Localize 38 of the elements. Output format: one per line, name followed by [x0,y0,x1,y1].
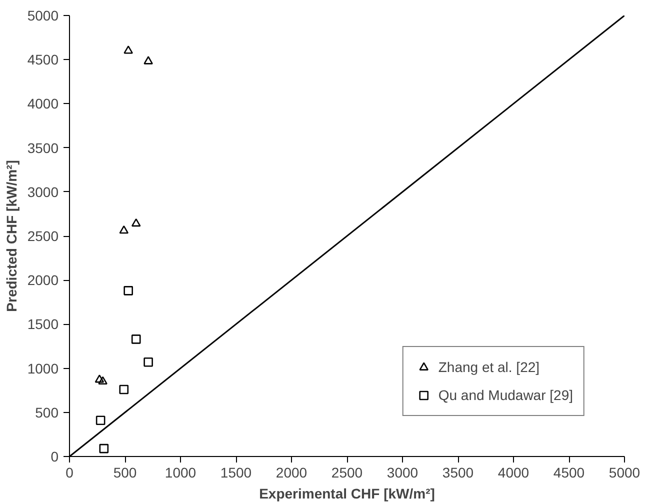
x-tick-label: 4000 [498,464,530,480]
x-tick-label: 0 [66,464,74,480]
y-tick-label: 2000 [27,272,59,288]
point [124,286,133,296]
x-tick-label: 5000 [608,464,640,480]
y-tick-label: 3500 [27,140,59,156]
point [144,56,153,64]
x-tick-label: 3500 [442,464,474,480]
y-tick-label: 4500 [27,52,59,68]
x-tick-label: 1500 [220,464,252,480]
y-tick-label: 1000 [27,360,59,376]
point [96,416,106,425]
x-tick-label: 2500 [331,464,363,480]
point [119,225,129,234]
x-tick-label: 4500 [553,464,585,480]
x-tick-label: 2000 [276,464,308,480]
y-tick-label: 2500 [27,228,59,244]
y-tick-label: 5000 [27,8,59,24]
x-tick-label: 500 [113,464,137,480]
y-axis-title: Predicted CHF [kW/m²] [3,160,20,312]
point [124,46,133,54]
x-axis-title: Experimental CHF [kW/m²] [259,486,435,502]
y-tick-label: 0 [50,448,59,464]
legend-label: Qu and Mudawar [29] [438,387,573,403]
x-tick-label: 1000 [164,464,196,480]
x-tick-label: 3000 [386,464,418,480]
point [94,374,104,383]
point [131,334,141,344]
point [98,376,108,384]
y-tick-label: 4000 [27,96,59,112]
y-tick-label: 1500 [27,316,59,332]
point [119,384,129,394]
point [144,357,153,367]
point [99,444,109,454]
y-tick-label: 500 [35,404,59,420]
point [131,218,141,227]
y-tick-label: 3000 [27,184,59,200]
legend-label: Zhang et al. [22] [438,359,540,375]
